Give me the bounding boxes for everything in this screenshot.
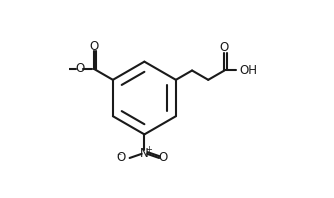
Text: OH: OH	[240, 64, 258, 77]
Text: N: N	[140, 147, 149, 160]
Text: O: O	[89, 40, 98, 53]
Text: O: O	[75, 62, 85, 75]
Text: O: O	[158, 151, 167, 165]
Text: +: +	[145, 145, 152, 154]
Text: O: O	[117, 151, 126, 165]
Text: O: O	[220, 41, 229, 54]
Text: ⁻: ⁻	[117, 152, 122, 162]
